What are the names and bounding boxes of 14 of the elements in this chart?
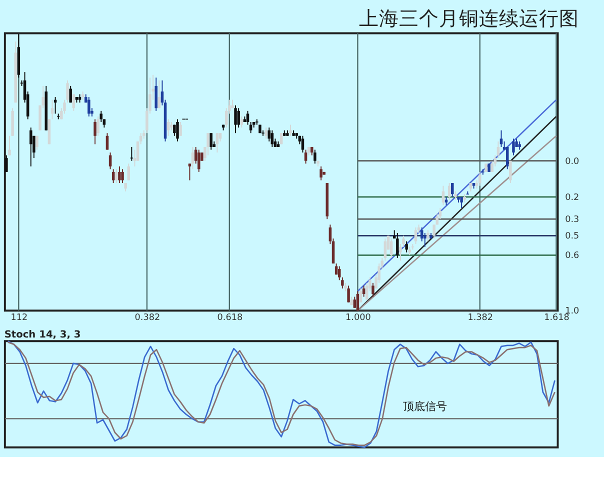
x-tick-label: 0.382 [134,312,160,323]
chart-title: Stoch 14, 3, 3 [4,329,81,340]
series-label: 0.6 [565,251,580,262]
x-tick-label: 112 [10,312,28,323]
series-label: 0.0 [565,156,580,167]
x-tick-label: 1.382 [468,312,494,323]
chart-title: 上海三个月铜连续运行图 [359,6,580,30]
series-label: 0.2 [565,192,580,203]
x-tick-label: 0.618 [217,312,243,323]
series-label: 0.5 [565,232,580,242]
x-tick-label: 1.618 [544,312,570,323]
series-label: 0.3 [565,215,580,226]
annotation: 顶底信号 [403,400,448,413]
x-tick-label: 1.000 [346,312,372,323]
